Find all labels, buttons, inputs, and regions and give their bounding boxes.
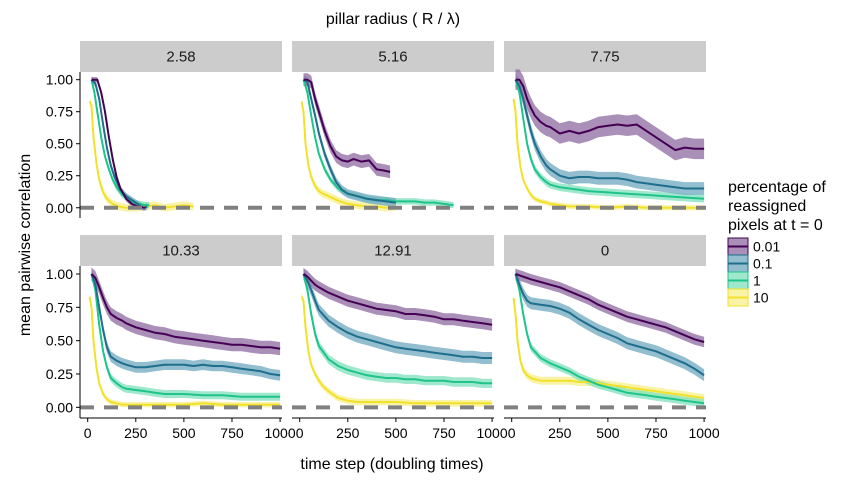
facet-panel: 7.75 xyxy=(504,41,706,211)
facet-panel: 12.91 0 250 500 750 1000 xyxy=(292,235,508,441)
ribbon-10 xyxy=(513,96,705,211)
facet-panel: 5.16 xyxy=(292,41,494,212)
series-line-10 xyxy=(88,296,281,406)
series-line-10 xyxy=(512,297,705,399)
facet-strip xyxy=(80,235,282,266)
x-tick-label: 0 xyxy=(296,425,304,441)
series-line-0_1 xyxy=(302,273,493,359)
facet-panels: 2.58 0.00 0.25 0.50 0.75 1.00 5.16 7.75 10.33 0.0… xyxy=(46,41,720,441)
chart-title: pillar radius ( R / λ) xyxy=(326,11,460,28)
series-line-1 xyxy=(514,79,705,200)
y-tick-label: 0.50 xyxy=(46,136,73,152)
y-tick-label: 0.25 xyxy=(46,366,73,382)
x-tick-label: 0 xyxy=(84,425,92,441)
legend-label: 1 xyxy=(753,273,761,289)
series-line-0_01 xyxy=(91,78,146,209)
series-line-0_01 xyxy=(303,78,391,173)
ribbon-0_01 xyxy=(91,267,281,356)
y-tick-label: 0.00 xyxy=(46,399,73,415)
series-line-10 xyxy=(88,101,194,209)
x-tick-label: 1000 xyxy=(476,425,507,441)
y-axis-title: mean pairwise correlation xyxy=(17,154,34,336)
series-line-0_01 xyxy=(90,273,281,350)
y-tick-label: 0.00 xyxy=(46,200,73,216)
series-line-0_1 xyxy=(302,78,397,204)
facet-strip-label: 2.58 xyxy=(166,49,195,66)
ribbon-0_1 xyxy=(515,268,705,382)
facet-strip xyxy=(80,41,282,72)
series-line-10 xyxy=(300,296,493,405)
x-tick-label: 750 xyxy=(644,425,668,441)
ribbon-0_1 xyxy=(515,73,705,195)
ribbon-0_1 xyxy=(91,268,281,381)
legend: percentage of reassigned pixels at t = 0… xyxy=(727,179,826,307)
ribbon-0_01 xyxy=(303,268,493,331)
facet-strip-label: 7.75 xyxy=(590,49,619,66)
x-tick-label: 250 xyxy=(124,425,148,441)
series-line-10 xyxy=(512,98,705,209)
y-tick-label: 0.25 xyxy=(46,168,73,184)
legend-title-line-3: pixels at t = 0 xyxy=(728,217,823,234)
legend-title-line-2: reassigned xyxy=(728,198,806,215)
y-tick-label: 0.75 xyxy=(46,299,73,315)
facet-strip xyxy=(292,235,494,266)
x-tick-label: 750 xyxy=(220,425,244,441)
facet-panel: 0 0 250 500 750 1000 xyxy=(504,235,720,441)
y-tick-label: 0.50 xyxy=(46,333,73,349)
series-line-1 xyxy=(514,273,705,405)
series-line-0_1 xyxy=(90,78,148,209)
x-tick-label: 250 xyxy=(336,425,360,441)
y-tick-label: 0.75 xyxy=(46,104,73,120)
ribbon-0_1 xyxy=(303,268,493,364)
y-tick-label: 1.00 xyxy=(46,72,73,88)
series-line-1 xyxy=(90,273,281,398)
series-line-0_1 xyxy=(90,273,281,377)
legend-label: 0.01 xyxy=(753,239,780,255)
legend-key-border xyxy=(727,288,749,307)
legend-title-line-1: percentage of xyxy=(728,179,826,196)
x-tick-label: 500 xyxy=(172,425,196,441)
facet-strip-label: 10.33 xyxy=(162,243,200,260)
facet-strip-label: 0 xyxy=(601,243,609,260)
x-tick-label: 0 xyxy=(508,425,516,441)
x-tick-label: 1000 xyxy=(688,425,719,441)
x-tick-label: 250 xyxy=(548,425,572,441)
legend-label: 0.1 xyxy=(753,256,773,272)
series-line-0_01 xyxy=(515,273,705,343)
facet-strip xyxy=(504,235,706,266)
facet-panel: 10.33 0.00 0.25 0.50 0.75 1.00 0 250 500 750 1000 xyxy=(46,235,296,441)
series-line-0_01 xyxy=(302,273,493,326)
facet-strip xyxy=(504,41,706,72)
series-line-0_1 xyxy=(514,79,705,190)
facet-strip xyxy=(292,41,494,72)
x-tick-label: 750 xyxy=(432,425,456,441)
facet-panel: 2.58 0.00 0.25 0.50 0.75 1.00 xyxy=(46,41,282,218)
facet-strip-label: 12.91 xyxy=(374,243,412,260)
x-tick-label: 500 xyxy=(384,425,408,441)
series-line-0_1 xyxy=(514,273,705,377)
x-axis-title: time step (doubling times) xyxy=(300,456,483,473)
series-line-0_01 xyxy=(515,78,705,152)
x-tick-label: 1000 xyxy=(264,425,295,441)
x-tick-label: 500 xyxy=(596,425,620,441)
legend-label: 10 xyxy=(753,290,769,306)
series-line-1 xyxy=(302,273,493,385)
facet-strip-label: 5.16 xyxy=(378,49,407,66)
y-tick-label: 1.00 xyxy=(46,266,73,282)
